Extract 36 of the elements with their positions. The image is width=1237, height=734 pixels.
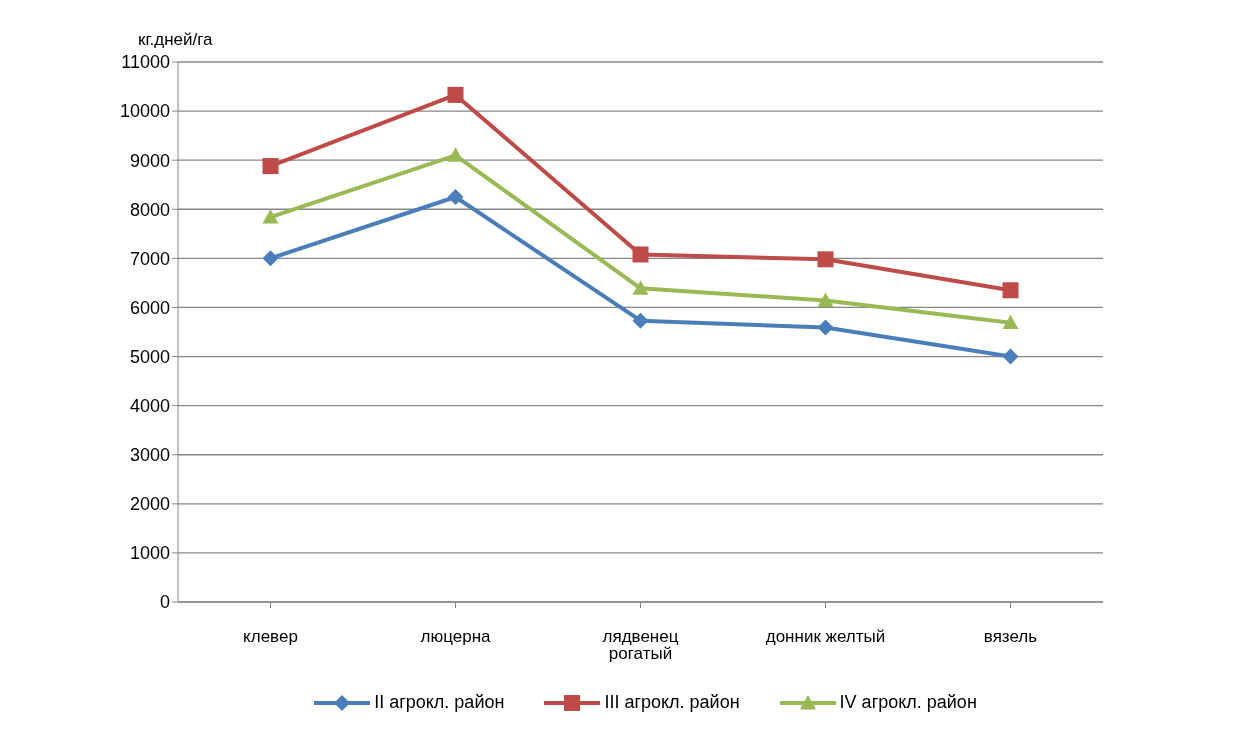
- y-tick-label: 11000: [121, 52, 170, 73]
- x-tick-label: донник желтый: [765, 627, 886, 647]
- x-tick-label: клевер: [243, 627, 298, 647]
- point: [262, 209, 279, 224]
- point: [1002, 348, 1019, 365]
- point: [1002, 282, 1019, 299]
- legend-label: IV агрокл. район: [838, 692, 977, 713]
- point: [632, 280, 649, 295]
- y-tick-label: 8000: [129, 199, 170, 220]
- legend-label: III агрокл. район: [603, 692, 740, 713]
- point: [632, 246, 649, 263]
- y-tick-label: 6000: [129, 297, 170, 318]
- y-tick-label: 3000: [129, 445, 170, 466]
- point: [447, 86, 464, 103]
- x-tick-label: люцерна: [420, 627, 492, 647]
- legend-label: II агрокл. район: [373, 692, 505, 713]
- x-tick-label: вязель: [983, 627, 1038, 647]
- y-axis-title: кг.дней/га: [138, 30, 213, 50]
- y-tick-label: 10000: [119, 101, 170, 122]
- point: [817, 319, 834, 336]
- y-tick-label: 9000: [129, 150, 170, 171]
- point: [262, 250, 279, 267]
- y-tick-label: 0: [159, 592, 170, 613]
- y-tick-label: 5000: [129, 346, 170, 367]
- y-tick-label: 1000: [129, 543, 170, 564]
- y-tick-label: 4000: [129, 396, 170, 417]
- point: [447, 189, 464, 205]
- point: [817, 292, 834, 307]
- point: [817, 251, 834, 268]
- y-tick-label: 2000: [129, 494, 170, 515]
- point: [1002, 314, 1019, 330]
- point: [632, 312, 649, 329]
- y-tick-label: 7000: [129, 248, 170, 269]
- point: [447, 147, 464, 162]
- point: [262, 158, 279, 175]
- x-tick-label: лядвенец рогатый: [602, 627, 679, 664]
